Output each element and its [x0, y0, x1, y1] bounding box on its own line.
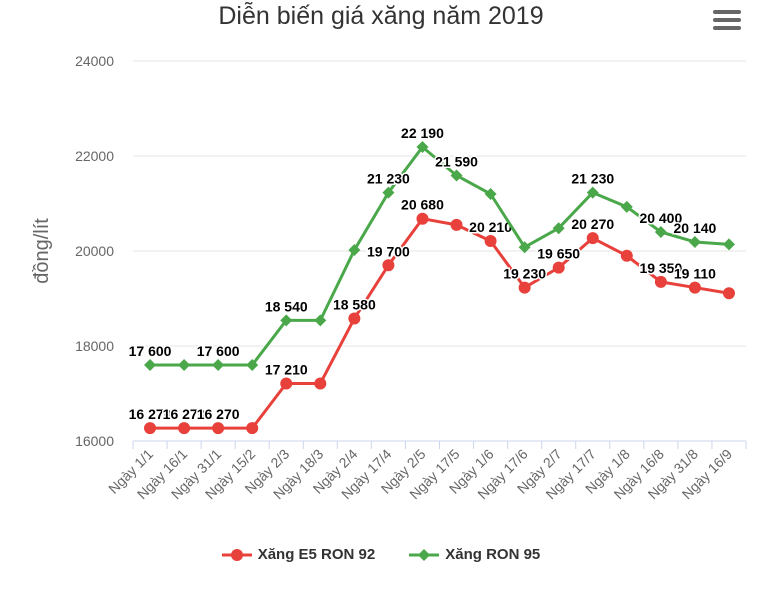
data-label: 19 650: [537, 246, 580, 262]
data-label: 19 110: [674, 266, 716, 282]
data-point: [280, 314, 293, 327]
data-point: [620, 249, 633, 262]
data-point: [144, 422, 157, 435]
data-label: 17 600: [197, 343, 240, 359]
menu-icon[interactable]: [713, 10, 741, 34]
data-label: 18 540: [265, 298, 308, 314]
data-point: [212, 359, 225, 371]
data-label: 19 230: [503, 266, 546, 282]
data-point: [688, 235, 701, 248]
data-label: 19 350: [639, 260, 682, 276]
data-label: 20 270: [571, 216, 614, 232]
data-point: [552, 261, 565, 274]
data-label: 17 210: [265, 362, 308, 378]
series-line: [150, 217, 730, 430]
data-point: [382, 186, 395, 199]
data-label: 16 270: [197, 406, 240, 422]
circle-marker-icon: [221, 548, 252, 561]
data-point: [246, 359, 259, 371]
data-point: [246, 422, 259, 435]
data-point: [518, 241, 531, 254]
data-label: 21 230: [367, 171, 410, 187]
data-point: [484, 188, 497, 200]
series-line: [150, 145, 730, 367]
data-point: [348, 244, 361, 257]
menu-icon-bar: [713, 18, 741, 22]
data-point: [280, 377, 293, 390]
chart-title: Diễn biến giá xăng năm 2019: [218, 2, 544, 30]
data-point: [416, 140, 429, 153]
legend-item-e5[interactable]: Xăng E5 RON 92: [221, 546, 376, 563]
data-label: 20 400: [639, 210, 682, 226]
y-tick-label: 22000: [75, 148, 114, 164]
data-point: [178, 359, 191, 371]
data-label: 21 590: [435, 153, 478, 169]
data-point: [382, 259, 395, 272]
legend-item-ron95[interactable]: Xăng RON 95: [409, 546, 540, 563]
data-point: [212, 422, 225, 435]
data-point: [722, 287, 735, 300]
data-point: [416, 212, 429, 225]
diamond-marker-icon: [409, 548, 440, 561]
data-point: [314, 314, 327, 327]
data-point: [654, 275, 667, 288]
legend-label-ron95: Xăng RON 95: [445, 546, 541, 563]
data-point: [450, 169, 463, 182]
y-tick-label: 20000: [75, 243, 114, 259]
data-point: [654, 226, 667, 238]
data-label: 22 190: [401, 125, 444, 141]
data-point: [314, 377, 327, 390]
data-label: 16 270: [163, 406, 206, 422]
data-label: 21 230: [571, 171, 614, 187]
y-axis-title: đồng/lít: [31, 218, 53, 284]
data-point: [722, 238, 735, 251]
data-point: [348, 312, 361, 325]
data-point: [144, 359, 157, 371]
data-label: 18 580: [333, 296, 376, 312]
legend: Xăng E5 RON 92 Xăng RON 95: [0, 546, 762, 563]
data-point: [688, 281, 701, 294]
data-point: [518, 281, 531, 294]
y-tick-label: 18000: [75, 338, 114, 354]
data-point: [552, 222, 565, 235]
data-point: [620, 200, 633, 213]
data-point: [586, 232, 599, 245]
menu-icon-bar: [713, 26, 741, 30]
data-label: 20 680: [401, 197, 444, 213]
y-tick-label: 16000: [75, 433, 114, 449]
data-point: [450, 218, 463, 231]
data-label: 20 210: [469, 219, 512, 235]
data-point: [178, 422, 191, 435]
legend-label-e5: Xăng E5 RON 92: [257, 546, 376, 563]
data-point: [586, 186, 599, 199]
data-label: 17 600: [129, 343, 172, 359]
data-point: [484, 235, 497, 248]
data-label: 20 140: [674, 220, 717, 236]
data-label: 16 270: [129, 406, 172, 422]
menu-icon-bar: [713, 10, 741, 14]
data-label: 19 700: [367, 243, 410, 259]
y-tick-label: 24000: [75, 53, 114, 69]
